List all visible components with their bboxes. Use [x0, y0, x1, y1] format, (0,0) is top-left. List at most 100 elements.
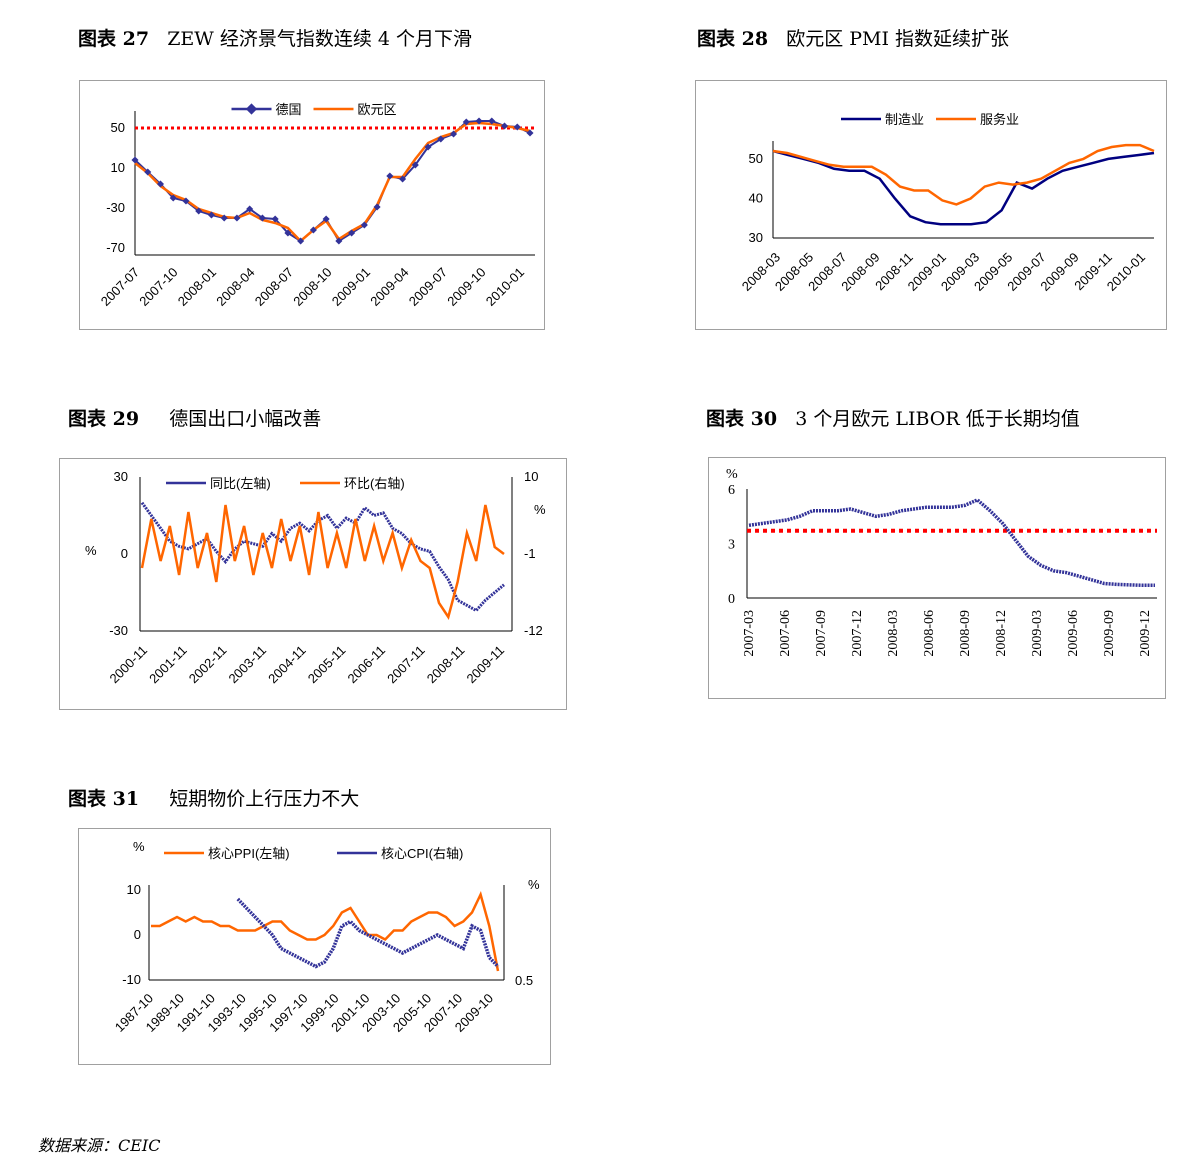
- figure-29-title: 图表 29 德国出口小幅改善: [68, 404, 321, 431]
- chart-31-y-right-tick-label: 0.5: [515, 973, 533, 988]
- chart-27-point: [309, 226, 317, 234]
- chart-27-point: [373, 203, 381, 211]
- chart-29-x-tick-label: 2002-11: [186, 643, 230, 687]
- chart-27-point: [258, 214, 266, 222]
- chart-31-y-left-tick-label: -10: [122, 972, 141, 987]
- chart-29-series-1: [140, 504, 505, 621]
- chart-27-point: [411, 161, 419, 169]
- chart-27-point: [526, 129, 534, 137]
- figure-29-label: 图表 29: [68, 408, 140, 430]
- chart-27-x-tick-label: 2008-01: [175, 265, 219, 309]
- chart-27-x-tick-label: 2008-04: [213, 265, 257, 309]
- figure-28-label: 图表 28: [697, 28, 769, 50]
- chart-27-point: [322, 215, 330, 223]
- chart-27-y-tick-label: 10: [111, 160, 125, 175]
- chart-29-x-tick-label: 2003-11: [225, 643, 269, 687]
- figure-30-title-text: 3 个月欧元 LIBOR 低于长期均值: [795, 408, 1080, 430]
- chart-29-x-tick-label: 2000-11: [106, 643, 150, 687]
- chart-27-point: [220, 214, 228, 222]
- chart-27-point: [156, 180, 165, 188]
- chart-27-y-tick-label: -70: [106, 240, 125, 255]
- chart-27-series-1: [134, 121, 531, 243]
- figure-28-title: 图表 28 欧元区 PMI 指数延续扩张: [697, 24, 1009, 51]
- chart-29-x-tick-label: 2009-11: [463, 643, 507, 687]
- figure-27-title-text: ZEW 经济景气指数连续 4 个月下滑: [167, 28, 472, 50]
- chart-27-point: [195, 207, 203, 215]
- chart-30-x-tick-label: 2009-12: [1138, 610, 1153, 657]
- chart-30-x-tick-label: 2008-12: [994, 610, 1009, 657]
- chart-29-y-left-tick-label: 30: [114, 469, 128, 484]
- chart-29-x-tick-label: 2005-11: [305, 643, 349, 687]
- chart-29-y-left-unit: %: [85, 543, 97, 558]
- chart-27-point: [500, 122, 509, 130]
- figure-27-title: 图表 27 ZEW 经济景气指数连续 4 个月下滑: [78, 24, 472, 51]
- chart-30-x-tick-label: 2009-09: [1102, 610, 1117, 657]
- chart-27-x-tick-label: 2010-01: [483, 265, 527, 309]
- chart-27-point: [462, 118, 470, 126]
- chart-27-x-tick-label: 2009-04: [367, 265, 411, 309]
- chart-29-x-tick-label: 2004-11: [265, 643, 309, 687]
- chart-27-y-tick-label: -30: [106, 200, 125, 215]
- chart-29-y-left-tick-label: -30: [109, 623, 128, 638]
- chart-29-x-tick-label: 2006-11: [344, 643, 388, 687]
- chart-27-x-tick-label: 2008-07: [252, 265, 296, 309]
- chart-27-point: [399, 175, 407, 183]
- chart-27-point: [246, 205, 254, 213]
- chart-29-svg: 30 0 -30 10 -1 -12%% 同比(左轴) 环比(右轴) 2000-112001-1…: [85, 469, 546, 687]
- chart-28-legend-label-1: 服务业: [980, 112, 1019, 127]
- chart-31-y-right-unit: %: [528, 877, 540, 892]
- chart-29-x-tick-label: 2008-11: [424, 643, 468, 687]
- source-note: 数据来源：CEIC: [38, 1136, 161, 1155]
- chart-29-legend-label-1: 环比(右轴): [344, 476, 405, 491]
- chart-27-x-tick-label: 2009-10: [444, 265, 488, 309]
- chart-27-point: [348, 229, 356, 237]
- chart-28-legend-label-0: 制造业: [885, 112, 924, 127]
- chart-30-x-tick-label: 2007-12: [850, 610, 865, 657]
- chart-29-y-right-tick-label: -12: [524, 623, 543, 638]
- chart-27-point: [233, 214, 241, 222]
- chart-30-x-tick-label: 2007-06: [778, 610, 793, 657]
- chart-27-legend-marker-0: [245, 103, 258, 115]
- figure-29-title-text: 德国出口小幅改善: [169, 408, 322, 430]
- chart-30: % 6 3 0 2007-03 2007-06 2007-09 2007-12 2008-03 2…: [708, 457, 1166, 699]
- chart-28-series-1: [772, 143, 1155, 206]
- chart-27-point: [182, 197, 190, 205]
- chart-27-x-tick-label: 2008-10: [290, 265, 334, 309]
- chart-28-y-tick-label: 40: [749, 190, 763, 205]
- chart-30-y-unit: %: [726, 467, 738, 482]
- chart-27-x-tick-label: 2009-01: [329, 265, 373, 309]
- chart-27-point: [513, 123, 521, 131]
- chart-27-y-tick-label: 50: [111, 120, 125, 135]
- chart-27-legend-label-1: 欧元区: [358, 102, 397, 117]
- chart-28-y-tick-label: 30: [749, 230, 763, 245]
- figure-30-label: 图表 30: [706, 408, 778, 430]
- chart-30-x-tick-label: 2009-06: [1066, 610, 1081, 657]
- chart-29-x-tick-label: 2001-11: [146, 643, 190, 687]
- chart-27-point: [284, 229, 292, 237]
- chart-29-y-right-unit: %: [534, 502, 546, 517]
- figure-30-title: 图表 30 3 个月欧元 LIBOR 低于长期均值: [706, 404, 1080, 431]
- chart-31-svg: 100-10 0.5%%核心PPI(左轴) 核心CPI(右轴)1987-101989…: [112, 839, 540, 1035]
- chart-27-x-tick-label: 2009-07: [406, 265, 450, 309]
- chart-30-y-tick-label: 3: [728, 538, 735, 553]
- chart-27-point: [386, 172, 394, 180]
- chart-29-y-right-tick-label: -1: [524, 546, 536, 561]
- chart-31-y-left-tick-label: 0: [134, 927, 141, 942]
- chart-30-x-tick-label: 2007-03: [742, 610, 757, 657]
- chart-27: 50 10 -30 -70 德国 欧元区 2007-07 2007-10 2008-01 2008…: [79, 80, 545, 330]
- chart-27-point: [131, 156, 139, 164]
- chart-30-svg: %6 3 0 2007-03 2007-06 2007-09 2007-12 2008-03 2…: [726, 467, 1157, 657]
- figure-31-title-text: 短期物价上行压力不大: [169, 788, 360, 810]
- chart-31-series-0: [151, 890, 500, 972]
- chart-27-point: [475, 117, 483, 125]
- chart-30-series-0: [748, 497, 1155, 588]
- chart-31-series-1: [236, 897, 500, 969]
- chart-30-x-tick-label: 2008-03: [886, 610, 901, 657]
- chart-27-point: [169, 194, 177, 202]
- chart-29-y-right-tick-label: 10: [524, 469, 538, 484]
- chart-27-point: [207, 211, 215, 219]
- chart-27-point: [437, 135, 445, 143]
- chart-27-point: [424, 143, 432, 151]
- chart-27-x-tick-label: 2007-10: [136, 265, 180, 309]
